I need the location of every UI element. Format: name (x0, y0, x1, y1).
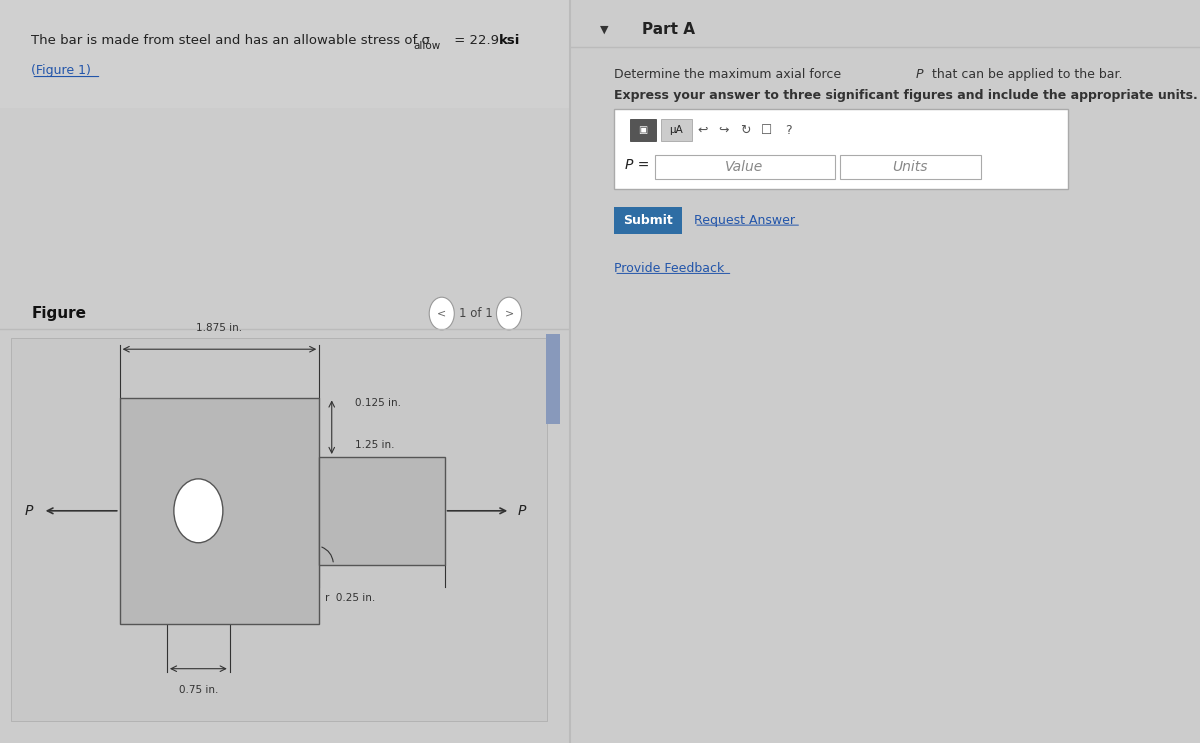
Text: Request Answer: Request Answer (694, 214, 796, 227)
Text: 1.875 in.: 1.875 in. (197, 323, 242, 334)
Bar (614, 109, 1068, 189)
Text: Determine the maximum axial force: Determine the maximum axial force (614, 68, 845, 81)
Text: 0.125 in.: 0.125 in. (354, 398, 401, 409)
Text: P: P (916, 68, 923, 81)
Bar (840, 155, 982, 179)
Text: ?: ? (785, 123, 791, 137)
Bar (0, 0, 570, 108)
Text: Submit: Submit (623, 214, 673, 227)
Text: 0.75 in.: 0.75 in. (179, 684, 218, 695)
Text: P: P (24, 504, 32, 518)
Bar (319, 457, 445, 565)
Circle shape (497, 297, 522, 330)
Bar (12, 338, 547, 721)
Text: P =: P = (625, 158, 650, 172)
Text: >: > (504, 308, 514, 319)
Text: allow: allow (414, 41, 442, 51)
Text: Provide Feedback: Provide Feedback (614, 262, 725, 276)
Text: ☐: ☐ (761, 123, 772, 137)
Text: ▣: ▣ (638, 125, 648, 135)
Text: ↩: ↩ (697, 123, 708, 137)
Text: ↪: ↪ (719, 123, 728, 137)
Circle shape (430, 297, 455, 330)
Text: <: < (437, 308, 446, 319)
Bar (655, 155, 835, 179)
Text: 1 of 1: 1 of 1 (460, 307, 493, 320)
Text: = 22.9: = 22.9 (450, 34, 508, 48)
Text: Value: Value (725, 160, 763, 174)
Text: Express your answer to three significant figures and include the appropriate uni: Express your answer to three significant… (614, 88, 1198, 102)
Bar (120, 398, 319, 624)
Text: Figure: Figure (31, 306, 86, 321)
Text: P: P (517, 504, 526, 518)
Text: r  0.25 in.: r 0.25 in. (325, 593, 376, 603)
Bar (661, 119, 691, 141)
Text: 1.25 in.: 1.25 in. (354, 440, 394, 450)
Text: ↻: ↻ (740, 123, 750, 137)
Text: Part A: Part A (642, 22, 696, 37)
Circle shape (174, 478, 223, 542)
Text: Units: Units (893, 160, 928, 174)
Text: μA: μA (670, 125, 683, 135)
Bar (614, 207, 682, 234)
Text: that can be applied to the bar.: that can be applied to the bar. (928, 68, 1122, 81)
Bar (630, 119, 656, 141)
Text: (Figure 1): (Figure 1) (31, 64, 91, 77)
Bar (546, 334, 560, 424)
Text: ksi: ksi (499, 34, 520, 48)
Text: The bar is made from steel and has an allowable stress of σ: The bar is made from steel and has an al… (31, 34, 431, 48)
Text: ▼: ▼ (600, 25, 608, 35)
